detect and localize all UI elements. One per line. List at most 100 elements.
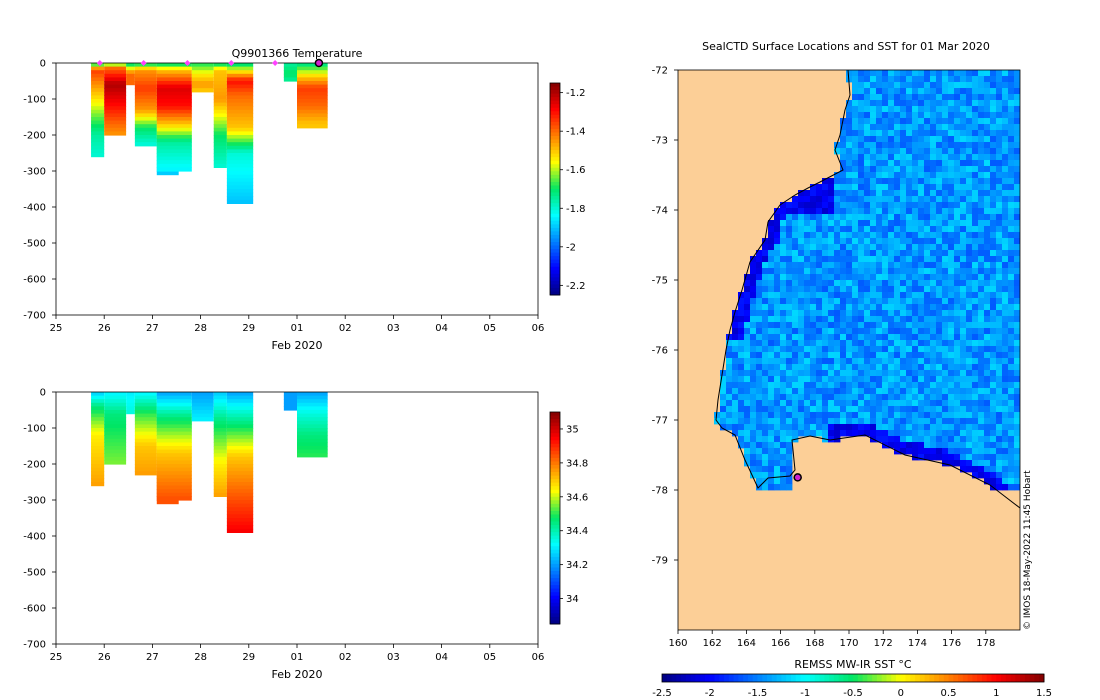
sst-cell [942,418,949,425]
sst-cell [822,226,829,233]
sst-cell [882,280,889,287]
profile-cell [297,402,328,407]
sst-cell [750,424,757,431]
sst-cell [930,346,937,353]
profile-cell [156,145,192,150]
sst-cell [900,232,907,239]
sst-cell [816,418,823,425]
sst-cell [762,238,769,245]
sst-cell [1008,340,1015,347]
sst-cell [876,376,883,383]
sst-cell [948,268,955,275]
sst-cell [882,148,889,155]
sst-cell [984,400,991,407]
sst-cell [996,400,1003,407]
sst-cell [828,364,835,371]
sst-cell [888,364,895,371]
sst-cell [930,184,937,191]
profile-cell [104,446,127,451]
sst-cell [792,244,799,251]
sst-cell [984,112,991,119]
sst-cell [900,376,907,383]
sst-cell [744,430,751,437]
sst-cell [828,286,835,293]
sst-cell [756,364,763,371]
sst-cell [978,466,985,473]
sst-cell [732,406,739,413]
profile-cell [134,392,157,397]
sst-cell [966,352,973,359]
sst-cell [822,370,829,377]
profile-cell [297,428,328,433]
colorbar-swatch [550,220,560,225]
sst-cell [966,424,973,431]
sst-cell [924,370,931,377]
sst-cell [948,400,955,407]
profile-cell [283,63,297,68]
profile-cell [213,417,227,422]
sst-cell [762,310,769,317]
sst-cell [966,394,973,401]
sst-cell [798,316,805,323]
sst-cell [966,208,973,215]
sst-cell [732,382,739,389]
sst-cell [762,244,769,251]
sst-cell [978,298,985,305]
sst-cell [840,274,847,281]
sst-cell [978,166,985,173]
sst-cell [786,292,793,299]
sst-cell [876,328,883,335]
profile-cell [91,478,105,483]
sst-cell [756,310,763,317]
sst-cell [852,334,859,341]
sst-cell [774,484,781,491]
sst-cell [810,220,817,227]
sst-cell [804,250,811,257]
sst-cell [966,196,973,203]
sst-cell [798,352,805,359]
sst-cell [900,352,907,359]
sst-cell [942,454,949,461]
sst-cell [810,340,817,347]
sst-cell [906,346,913,353]
sst-cell [954,202,961,209]
sst-cell [798,394,805,401]
sst-cell [930,388,937,395]
sst-cell [930,124,937,131]
sst-cell [738,310,745,317]
sst-cell [918,436,925,443]
profile-cell [226,124,254,129]
sst-cell [900,394,907,401]
sst-cell [900,448,907,455]
sst-cell [744,376,751,383]
sst-cell [978,418,985,425]
sst-cell [960,352,967,359]
sst-cell [864,268,871,275]
sst-cell [792,238,799,245]
sst-cell [942,88,949,95]
profile-cell [213,402,227,407]
sst-cell [912,346,919,353]
sst-cell [942,214,949,221]
sst-cell [906,376,913,383]
sst-cell [882,112,889,119]
sst-cell [810,406,817,413]
colorbar-swatch [550,174,560,179]
sst-cell [822,418,829,425]
sst-cell [762,400,769,407]
sst-cell [846,238,853,245]
sst-cell [768,466,775,473]
sst-cell [996,286,1003,293]
sst-cell [984,376,991,383]
sst-cell [828,370,835,377]
sst-cell [930,244,937,251]
sst-cell [726,400,733,407]
sst-cell [960,160,967,167]
sst-cell [948,262,955,269]
sst-cell [864,100,871,107]
sst-cell [1008,76,1015,83]
sst-cell [804,394,811,401]
sst-cell [780,346,787,353]
sst-cell [798,286,805,293]
sst-cell [948,346,955,353]
